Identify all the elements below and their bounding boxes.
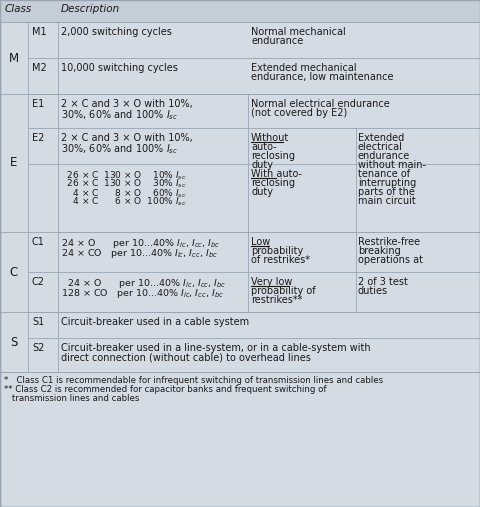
- Text: 2 × C and 3 × O with 10%,: 2 × C and 3 × O with 10%,: [61, 133, 193, 143]
- Text: 2,000 switching cycles: 2,000 switching cycles: [61, 27, 172, 37]
- Text: S1: S1: [32, 317, 44, 327]
- Text: (not covered by E2): (not covered by E2): [251, 108, 347, 118]
- Text: Normal electrical endurance: Normal electrical endurance: [251, 99, 390, 109]
- Text: reclosing: reclosing: [251, 178, 295, 188]
- Text: probability of: probability of: [251, 286, 316, 296]
- Text: Description: Description: [61, 4, 120, 14]
- Text: endurance: endurance: [251, 36, 303, 46]
- Text: Restrike-free: Restrike-free: [358, 237, 420, 247]
- Text: Extended mechanical: Extended mechanical: [251, 63, 357, 73]
- Text: M1: M1: [32, 27, 47, 37]
- Text: E2: E2: [32, 133, 44, 143]
- Text: duties: duties: [358, 286, 388, 296]
- Text: duty: duty: [251, 187, 273, 197]
- Text: duty: duty: [251, 160, 273, 170]
- Text: transmission lines and cables: transmission lines and cables: [12, 394, 139, 403]
- Bar: [0, 0, 480, 22]
- Text: without main-: without main-: [358, 160, 426, 170]
- Text: E1: E1: [32, 99, 44, 109]
- Text: Circuit-breaker used in a line-system, or in a cable-system with: Circuit-breaker used in a line-system, o…: [61, 343, 371, 353]
- Text: endurance, low maintenance: endurance, low maintenance: [251, 72, 394, 82]
- Text: 26 × C  130 × O    30% $I_{sc}$: 26 × C 130 × O 30% $I_{sc}$: [61, 178, 187, 191]
- Text: S2: S2: [32, 343, 44, 353]
- Text: of restrikes*: of restrikes*: [251, 255, 310, 265]
- Text: main circuit: main circuit: [358, 196, 416, 206]
- Text: 4 × C      8 × O    60% $I_{sc}$: 4 × C 8 × O 60% $I_{sc}$: [61, 187, 187, 199]
- Text: Without: Without: [251, 133, 289, 143]
- Text: 2 of 3 test: 2 of 3 test: [358, 277, 408, 287]
- Text: Normal mechanical: Normal mechanical: [251, 27, 346, 37]
- Text: 24 × O      per 10...40% $I_{lc}$, $I_{cc}$, $I_{bc}$: 24 × O per 10...40% $I_{lc}$, $I_{cc}$, …: [61, 237, 220, 250]
- Text: 128 × CO   per 10...40% $I_{lc}$, $I_{cc}$, $I_{bc}$: 128 × CO per 10...40% $I_{lc}$, $I_{cc}$…: [61, 287, 224, 300]
- Text: probability: probability: [251, 246, 303, 256]
- Text: breaking: breaking: [358, 246, 401, 256]
- Text: tenance of: tenance of: [358, 169, 410, 179]
- Text: 26 × C  130 × O    10% $I_{sc}$: 26 × C 130 × O 10% $I_{sc}$: [61, 169, 187, 182]
- Text: interrupting: interrupting: [358, 178, 416, 188]
- Text: 24 × CO   per 10...40% $I_{lc}$, $I_{cc}$, $I_{bc}$: 24 × CO per 10...40% $I_{lc}$, $I_{cc}$,…: [61, 247, 218, 260]
- Text: endurance: endurance: [358, 151, 410, 161]
- Text: M2: M2: [32, 63, 47, 73]
- Text: E: E: [10, 157, 18, 169]
- Text: electrical: electrical: [358, 142, 403, 152]
- Text: parts of the: parts of the: [358, 187, 415, 197]
- Text: *   Class C1 is recommendable for infrequent switching of transmission lines and: * Class C1 is recommendable for infreque…: [4, 376, 383, 385]
- Text: M: M: [9, 52, 19, 64]
- Text: Circuit-breaker used in a cable system: Circuit-breaker used in a cable system: [61, 317, 249, 327]
- Text: restrikes**: restrikes**: [251, 295, 302, 305]
- Text: 30%, 60% and 100% $I_{sc}$: 30%, 60% and 100% $I_{sc}$: [61, 142, 178, 156]
- Text: auto-: auto-: [251, 142, 276, 152]
- Text: Low: Low: [251, 237, 270, 247]
- Text: S: S: [10, 336, 18, 348]
- Text: C2: C2: [32, 277, 45, 287]
- Text: direct connection (without cable) to overhead lines: direct connection (without cable) to ove…: [61, 352, 311, 362]
- Text: Class: Class: [5, 4, 32, 14]
- Text: 4 × C      6 × O  100% $I_{sc}$: 4 × C 6 × O 100% $I_{sc}$: [61, 196, 187, 208]
- Text: C: C: [10, 266, 18, 278]
- Text: reclosing: reclosing: [251, 151, 295, 161]
- Text: With auto-: With auto-: [251, 169, 302, 179]
- Text: Extended: Extended: [358, 133, 404, 143]
- Text: 10,000 switching cycles: 10,000 switching cycles: [61, 63, 178, 73]
- Text: 24 × O      per 10...40% $I_{lc}$, $I_{cc}$, $I_{bc}$: 24 × O per 10...40% $I_{lc}$, $I_{cc}$, …: [61, 277, 227, 290]
- Text: 2 × C and 3 × O with 10%,: 2 × C and 3 × O with 10%,: [61, 99, 193, 109]
- Text: operations at: operations at: [358, 255, 423, 265]
- Text: C1: C1: [32, 237, 45, 247]
- Text: Very low: Very low: [251, 277, 292, 287]
- Text: 30%, 60% and 100% $I_{sc}$: 30%, 60% and 100% $I_{sc}$: [61, 108, 178, 122]
- Text: ** Class C2 is recommended for capacitor banks and frequent switching of: ** Class C2 is recommended for capacitor…: [4, 385, 326, 394]
